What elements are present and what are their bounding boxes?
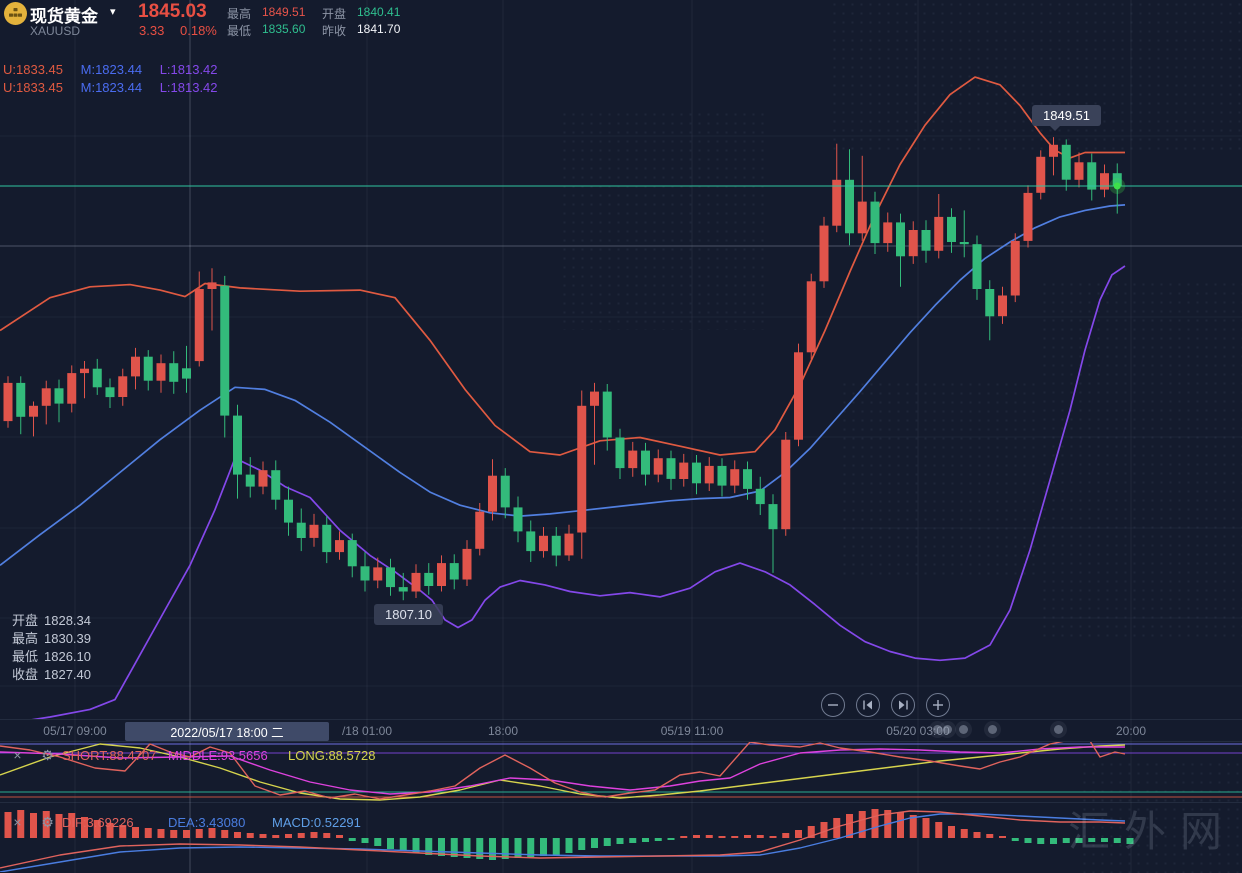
boll-upper-value: U:1833.45 bbox=[3, 62, 63, 77]
low-price-tooltip: 1807.10 bbox=[374, 604, 443, 625]
ohlc-open-value: 1828.34 bbox=[44, 613, 92, 628]
close-kdj-pane-icon[interactable]: × bbox=[13, 747, 22, 763]
macd-hist-value: MACD:0.52291 bbox=[272, 815, 361, 830]
boll-middle-value: M:1823.44 bbox=[80, 62, 143, 77]
kdj-settings-gear-icon[interactable]: ⚙ bbox=[41, 747, 54, 763]
symbol-code: XAUUSD bbox=[30, 24, 81, 38]
tooltip-pointer bbox=[1050, 126, 1060, 131]
zoom-in-button[interactable] bbox=[926, 693, 950, 717]
event-marker-dot[interactable] bbox=[932, 725, 942, 734]
last-price: 1845.03 bbox=[138, 1, 207, 22]
close-macd-pane-icon[interactable]: × bbox=[13, 814, 22, 830]
event-marker-dot[interactable] bbox=[987, 725, 997, 734]
go-to-start-button[interactable] bbox=[856, 693, 880, 717]
x-tick: 05/19 11:00 bbox=[660, 724, 724, 738]
ohlc-close-value: 1827.40 bbox=[44, 667, 92, 682]
stat-label-high: 最高 bbox=[227, 7, 252, 21]
low-price-value: 1807.10 bbox=[385, 607, 432, 622]
high-price-value: 1849.51 bbox=[1043, 108, 1090, 123]
macd-dea-value: DEA:3.43080 bbox=[168, 815, 246, 830]
symbol-selector[interactable]: 现货黄金 bbox=[30, 7, 98, 26]
boll-lower-value: L:1813.42 bbox=[159, 62, 218, 77]
ohlc-high-label: 最高 bbox=[12, 631, 39, 646]
high-price-tooltip: 1849.51 bbox=[1032, 105, 1101, 131]
stat-label-open: 开盘 bbox=[322, 7, 347, 21]
boll-lower-value: L:1813.42 bbox=[159, 80, 218, 95]
ohlc-low-value: 1826.10 bbox=[44, 649, 92, 664]
skip-to-start-icon bbox=[863, 700, 872, 710]
boll-readout-row: U:1833.45 M:1823.44 L:1813.42 bbox=[3, 80, 232, 95]
plus-icon bbox=[933, 700, 943, 710]
go-to-end-button[interactable] bbox=[891, 693, 915, 717]
ohlc-open-label: 开盘 bbox=[12, 613, 39, 628]
boll-readout-row: U:1833.45 M:1823.44 L:1813.42 bbox=[3, 62, 232, 77]
x-tick: 05/17 09:00 bbox=[43, 724, 107, 738]
zoom-out-button[interactable] bbox=[821, 693, 845, 717]
stat-value-high: 1849.51 bbox=[262, 5, 306, 19]
boll-middle-value: M:1823.44 bbox=[80, 80, 143, 95]
kdj-long-value: LONG:88.5728 bbox=[288, 748, 376, 763]
chevron-down-icon[interactable]: ▾ bbox=[110, 6, 116, 18]
kdj-middle-value: MIDDLE:93.5656 bbox=[168, 748, 268, 763]
gold-coin-icon bbox=[4, 2, 27, 25]
x-tick: 18:00 bbox=[487, 724, 519, 738]
ohlc-low-label: 最低 bbox=[12, 649, 39, 664]
minus-icon bbox=[828, 704, 838, 706]
boll-upper-value: U:1833.45 bbox=[3, 80, 63, 95]
macd-settings-gear-icon[interactable]: ⚙ bbox=[41, 814, 54, 830]
ohlc-tooltip: 开盘 1828.34 最高 1830.39 最低 1826.10 收盘 1827.40 bbox=[12, 612, 91, 684]
stat-value-low: 1835.60 bbox=[262, 22, 306, 36]
x-tick: 20:00 bbox=[1115, 724, 1147, 738]
event-marker-dot[interactable] bbox=[942, 725, 952, 734]
x-tick: /18 01:00 bbox=[341, 724, 393, 738]
macd-dif-value: DIF:3.69226 bbox=[62, 815, 134, 830]
skip-to-end-icon bbox=[899, 700, 908, 710]
stat-value-open: 1840.41 bbox=[357, 5, 401, 19]
ohlc-high-value: 1830.39 bbox=[44, 631, 92, 646]
header: 现货黄金 ▾ XAUUSD 1845.03 3.33 0.18% 最高 1849… bbox=[0, 0, 1242, 46]
price-change: 3.33 bbox=[139, 23, 165, 38]
site-watermark: 汇外网 bbox=[1067, 808, 1236, 855]
event-marker-dot[interactable] bbox=[1053, 725, 1063, 734]
price-change-pct: 0.18% bbox=[180, 23, 217, 38]
stat-label-low: 最低 bbox=[227, 24, 252, 38]
crosshair-date-label: 2022/05/17 18:00 二 bbox=[125, 722, 329, 741]
stat-label-prev-close: 昨收 bbox=[322, 24, 347, 38]
ohlc-close-label: 收盘 bbox=[12, 667, 39, 682]
event-marker-dot[interactable] bbox=[958, 725, 968, 734]
kdj-short-value: SHORT:88.4707 bbox=[62, 748, 157, 763]
stat-value-prev-close: 1841.70 bbox=[357, 22, 401, 36]
